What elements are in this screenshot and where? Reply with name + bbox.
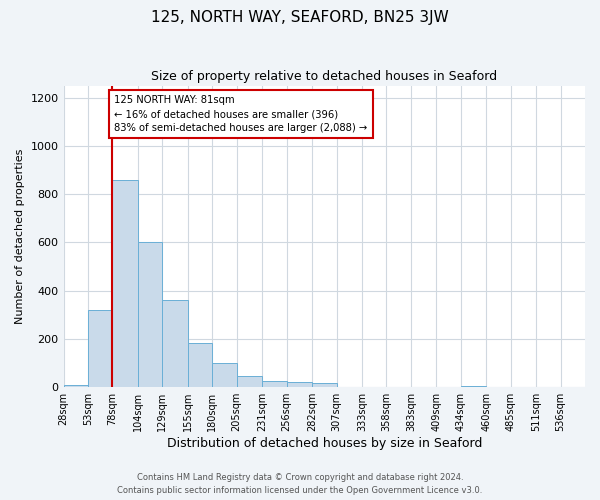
Text: 125, NORTH WAY, SEAFORD, BN25 3JW: 125, NORTH WAY, SEAFORD, BN25 3JW: [151, 10, 449, 25]
Bar: [138, 242, 163, 387]
X-axis label: Distribution of detached houses by size in Seaford: Distribution of detached houses by size …: [167, 437, 482, 450]
Bar: [237, 376, 262, 387]
Bar: [88, 310, 112, 387]
Title: Size of property relative to detached houses in Seaford: Size of property relative to detached ho…: [151, 70, 497, 83]
Bar: [262, 381, 287, 387]
Bar: [163, 300, 188, 387]
Bar: [461, 386, 486, 387]
Text: 125 NORTH WAY: 81sqm
← 16% of detached houses are smaller (396)
83% of semi-deta: 125 NORTH WAY: 81sqm ← 16% of detached h…: [115, 95, 368, 133]
Bar: [64, 385, 88, 387]
Bar: [188, 342, 212, 387]
Y-axis label: Number of detached properties: Number of detached properties: [15, 148, 25, 324]
Bar: [212, 363, 237, 387]
Bar: [287, 382, 312, 387]
Bar: [312, 383, 337, 387]
Text: Contains HM Land Registry data © Crown copyright and database right 2024.
Contai: Contains HM Land Registry data © Crown c…: [118, 473, 482, 495]
Bar: [112, 180, 138, 387]
